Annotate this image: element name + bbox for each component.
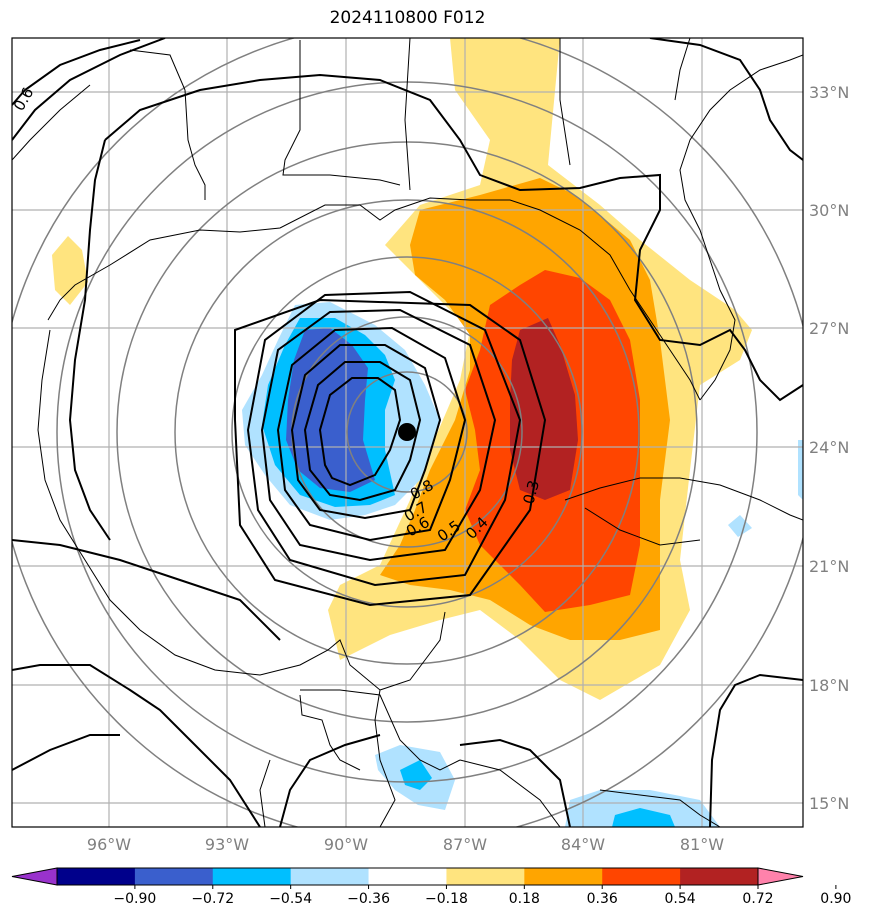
colorbar-segment [524,868,603,885]
colorbar-tick-label: −0.36 [347,891,390,907]
shading-cyan-southeast [612,808,675,827]
longitude-label: 90°W [324,835,368,854]
colorbar-segment [368,868,447,885]
longitude-label: 81°W [680,835,724,854]
colorbar-tick-label: −0.54 [269,891,312,907]
latitude-label: 18°N [809,676,849,695]
colorbar-segment [602,868,681,885]
longitude-label: 96°W [87,835,131,854]
contour-label: 0.3 [519,478,543,506]
colorbar: −0.90 −0.72 −0.54 −0.36 −0.18 0.18 0.36 0.54 0.7… [11,867,851,907]
shading-light-blue-cuba [728,515,752,537]
colorbar-tick-label: 0.90 [820,891,851,907]
colorbar-tick-label: −0.18 [425,891,468,907]
plot-frame [11,37,804,828]
colorbar-segment [290,868,370,885]
longitude-label: 93°W [205,835,249,854]
contour-lines [12,38,803,827]
shading-light-blue-southeast [565,790,720,827]
latitude-label: 21°N [809,557,849,576]
colorbar-segment [212,868,292,885]
colorbar-extension-low [11,867,58,886]
longitude-label: 84°W [561,835,605,854]
longitude-label: 87°W [443,835,487,854]
latitude-label: 30°N [809,201,849,220]
shading-yellow-west [52,236,88,305]
colorbar-frame [56,867,759,886]
latitude-label: 24°N [809,438,849,457]
colorbar-tick-label: −0.72 [191,891,234,907]
latitude-label: 15°N [809,794,849,813]
colorbar-extension-high [757,867,804,886]
colorbar-tick-label: 0.54 [665,891,696,907]
colorbar-segment [680,868,759,885]
colorbar-segment [57,868,136,885]
map-title: 2024110800 F012 [329,8,486,28]
colorbar-segment [446,868,525,885]
storm-center-dot [398,423,416,441]
colorbar-segment [134,868,214,885]
coastlines [12,38,803,827]
colorbar-tick-label: −0.90 [113,891,156,907]
graticule [12,38,803,827]
shading-light-blue-east [798,440,803,500]
latitude-label: 27°N [809,319,849,338]
colorbar-tick-label: 0.18 [509,891,540,907]
colorbar-tick-label: 0.72 [742,891,773,907]
latitude-label: 33°N [809,83,849,102]
colorbar-tick-label: 0.36 [587,891,618,907]
